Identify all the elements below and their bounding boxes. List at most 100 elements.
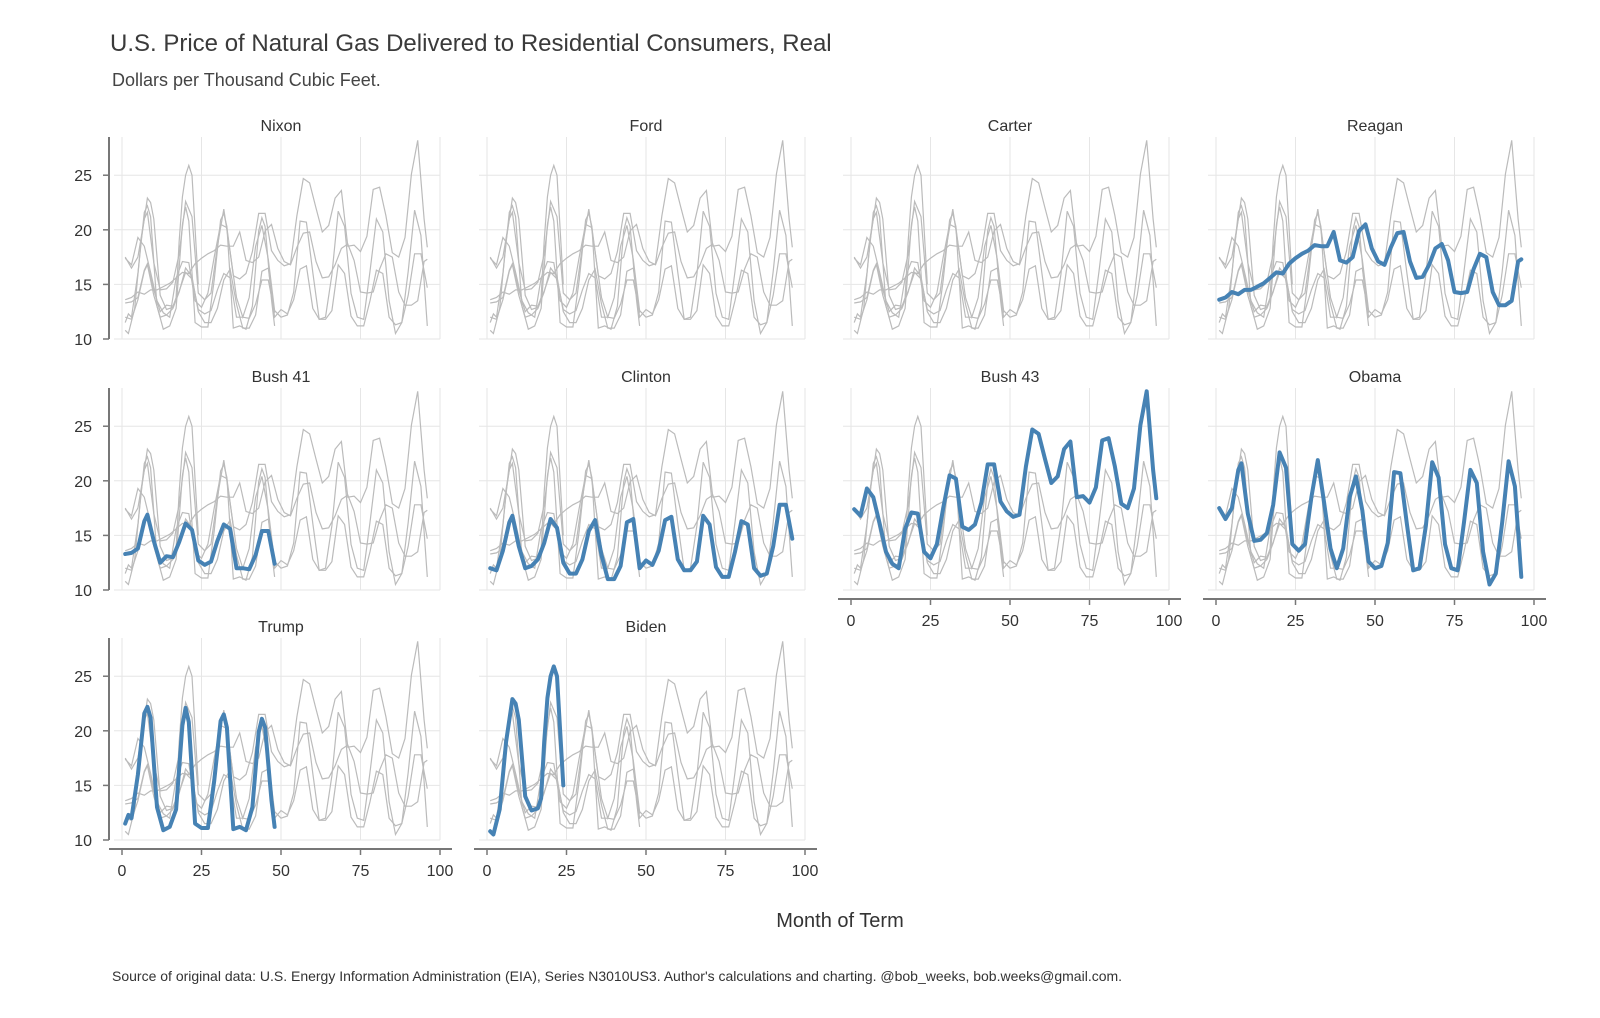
facet-title: Nixon bbox=[261, 118, 302, 135]
y-tick-label: 15 bbox=[74, 528, 92, 545]
background-series-line bbox=[1219, 504, 1522, 580]
background-series-line bbox=[125, 504, 428, 580]
background-series-line bbox=[1218, 391, 1522, 570]
facet-panel: Clinton bbox=[479, 369, 806, 591]
x-tick-label: 25 bbox=[558, 863, 576, 880]
background-series-line bbox=[489, 700, 793, 837]
background-series-line bbox=[125, 474, 428, 557]
highlighted-series-line bbox=[123, 704, 277, 833]
x-tick-label: 0 bbox=[483, 863, 492, 880]
background-series-line bbox=[124, 414, 199, 586]
highlighted-series-line bbox=[488, 664, 566, 837]
background-series-line bbox=[854, 223, 1157, 306]
facet-title: Trump bbox=[258, 619, 304, 636]
x-tick-label: 25 bbox=[922, 613, 940, 630]
background-series-line bbox=[124, 199, 428, 336]
facet-title: Bush 41 bbox=[252, 369, 311, 386]
background-series-line bbox=[124, 140, 428, 319]
y-tick-label: 20 bbox=[74, 223, 92, 240]
background-series-line bbox=[490, 253, 793, 329]
facet-title: Biden bbox=[626, 619, 667, 636]
background-series-line bbox=[1219, 253, 1522, 329]
x-tick-label: 25 bbox=[193, 863, 211, 880]
background-series-line bbox=[124, 163, 199, 335]
highlighted-series-line bbox=[852, 389, 1159, 571]
x-tick-label: 25 bbox=[1287, 613, 1305, 630]
background-series-line bbox=[853, 163, 928, 335]
y-tick-label: 20 bbox=[74, 724, 92, 741]
background-series-line bbox=[853, 204, 1005, 331]
facet-panel: Obama 0 25 50 75 100 bbox=[1203, 369, 1547, 630]
background-series-line bbox=[489, 140, 793, 319]
facet-panel: Trump 10 15 20 25 0 25 50 75 100 bbox=[74, 619, 453, 880]
background-series-line bbox=[489, 455, 641, 582]
facet-panel: Nixon 10 15 20 25 bbox=[74, 118, 441, 349]
background-series-line bbox=[124, 641, 428, 820]
background-series-line bbox=[125, 253, 428, 329]
background-series-line bbox=[1218, 204, 1370, 331]
background-series-line bbox=[854, 474, 1157, 557]
highlighted-series-line bbox=[1217, 222, 1524, 308]
background-series-line bbox=[489, 641, 793, 820]
y-tick-label: 15 bbox=[74, 778, 92, 795]
y-tick-label: 10 bbox=[74, 833, 92, 850]
background-series-line bbox=[125, 724, 428, 807]
facet-title: Obama bbox=[1349, 369, 1402, 386]
x-tick-label: 75 bbox=[352, 863, 370, 880]
x-tick-label: 50 bbox=[1366, 613, 1384, 630]
x-axis-label: Month of Term bbox=[776, 910, 904, 932]
y-tick-label: 10 bbox=[74, 332, 92, 349]
background-series-line bbox=[853, 199, 1157, 336]
x-tick-label: 100 bbox=[1156, 613, 1183, 630]
highlighted-series-line bbox=[488, 502, 795, 582]
background-series-line bbox=[490, 223, 793, 306]
facet-title: Carter bbox=[988, 118, 1033, 135]
background-series-line bbox=[854, 253, 1157, 329]
y-tick-label: 15 bbox=[74, 277, 92, 294]
background-series-line bbox=[124, 664, 199, 836]
facet-title: Bush 43 bbox=[981, 369, 1040, 386]
y-tick-label: 25 bbox=[74, 168, 92, 185]
facet-title: Reagan bbox=[1347, 118, 1403, 135]
x-tick-label: 50 bbox=[1001, 613, 1019, 630]
highlighted-series-line bbox=[1217, 450, 1524, 587]
background-series-line bbox=[124, 391, 428, 570]
facet-panel: Bush 41 10 15 20 25 bbox=[74, 369, 441, 600]
x-tick-label: 100 bbox=[1521, 613, 1548, 630]
background-series-line bbox=[853, 450, 1157, 587]
background-series-line bbox=[1218, 455, 1370, 582]
background-series-line bbox=[489, 414, 564, 586]
background-series-line bbox=[489, 199, 793, 336]
facet-panel: Bush 43 0 25 50 75 100 bbox=[838, 369, 1182, 630]
background-series-line bbox=[1218, 163, 1293, 335]
chart-subtitle: Dollars per Thousand Cubic Feet. bbox=[112, 70, 381, 90]
x-tick-label: 75 bbox=[1446, 613, 1464, 630]
x-tick-label: 100 bbox=[427, 863, 454, 880]
source-caption: Source of original data: U.S. Energy Inf… bbox=[112, 968, 1123, 984]
facet-panel: Biden 0 25 50 75 100 bbox=[474, 619, 818, 880]
background-series-line bbox=[853, 455, 1005, 582]
chart-title: U.S. Price of Natural Gas Delivered to R… bbox=[110, 30, 832, 57]
facet-title: Clinton bbox=[621, 369, 671, 386]
background-series-line bbox=[124, 455, 276, 582]
background-series-line bbox=[489, 163, 564, 335]
x-tick-label: 0 bbox=[847, 613, 856, 630]
background-series-line bbox=[853, 414, 928, 586]
x-tick-label: 0 bbox=[1212, 613, 1221, 630]
x-tick-label: 75 bbox=[1081, 613, 1099, 630]
y-tick-label: 10 bbox=[74, 583, 92, 600]
background-series-line bbox=[124, 204, 276, 331]
background-series-line bbox=[1218, 414, 1293, 586]
x-tick-label: 50 bbox=[637, 863, 655, 880]
background-series-line bbox=[125, 223, 428, 306]
background-series-line bbox=[125, 754, 428, 830]
background-series-line bbox=[490, 724, 793, 807]
background-series-line bbox=[489, 391, 793, 570]
facet-panel: Reagan bbox=[1208, 118, 1535, 340]
background-series-line bbox=[489, 204, 641, 331]
facet-panel: Ford bbox=[479, 118, 806, 340]
x-tick-label: 50 bbox=[272, 863, 290, 880]
y-tick-label: 20 bbox=[74, 474, 92, 491]
background-series-line bbox=[1218, 140, 1522, 319]
